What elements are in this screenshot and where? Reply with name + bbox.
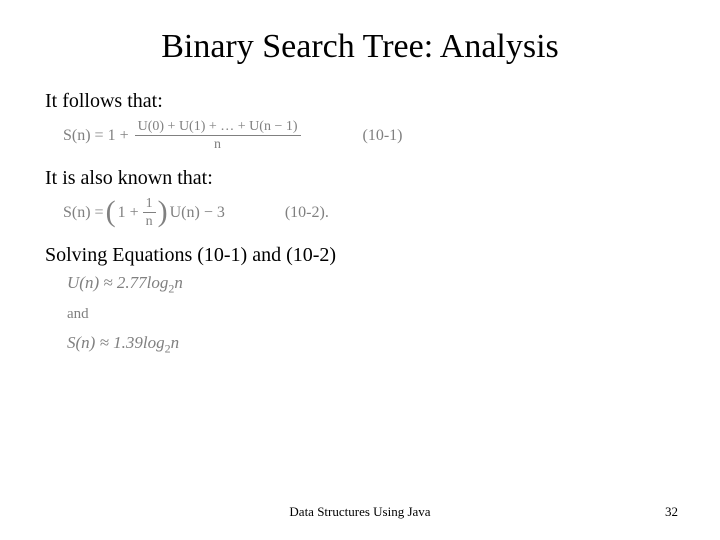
eq2-rparen: ) xyxy=(158,200,168,224)
footer: Data Structures Using Java 32 xyxy=(0,504,720,520)
equation-1-math: S(n) = 1 + U(0) + U(1) + … + U(n − 1) n xyxy=(63,119,303,153)
eq1-numerator: U(0) + U(1) + … + U(n − 1) xyxy=(135,119,301,136)
footer-text: Data Structures Using Java xyxy=(0,504,720,520)
intro-text-1: It follows that: xyxy=(45,90,675,113)
equation-2-math: S(n) = ( 1 + 1 n ) U(n) − 3 xyxy=(63,196,225,230)
slide: Binary Search Tree: Analysis It follows … xyxy=(0,0,720,540)
eq1-lhs: S(n) = 1 + xyxy=(63,127,129,145)
eq1-fraction: U(0) + U(1) + … + U(n − 1) n xyxy=(135,119,301,153)
eq2-lhs: S(n) = xyxy=(63,204,104,222)
eq2-inner-pre: 1 + xyxy=(118,204,139,222)
result-1: U(n) ≈ 2.77log2n xyxy=(67,273,675,296)
eq1-label: (10-1) xyxy=(363,127,403,145)
eq2-numerator: 1 xyxy=(143,196,156,213)
page-title: Binary Search Tree: Analysis xyxy=(45,28,675,66)
eq2-fraction: 1 n xyxy=(143,196,156,230)
intro-text-2: It is also known that: xyxy=(45,167,675,190)
eq2-denominator: n xyxy=(143,213,156,229)
equation-2: S(n) = ( 1 + 1 n ) U(n) − 3 (10-2). xyxy=(63,196,675,230)
eq1-denominator: n xyxy=(211,136,224,152)
eq2-lparen: ( xyxy=(106,200,116,224)
page-number: 32 xyxy=(665,504,678,520)
eq2-rhs: U(n) − 3 xyxy=(170,204,225,222)
result2-pre: S(n) ≈ 1.39log xyxy=(67,333,165,352)
result1-pre: U(n) ≈ 2.77log xyxy=(67,273,168,292)
eq2-label: (10-2). xyxy=(285,204,329,222)
result2-post: n xyxy=(171,333,180,352)
intro-text-3: Solving Equations (10-1) and (10-2) xyxy=(45,244,675,267)
and-word: and xyxy=(67,306,675,323)
result-2: S(n) ≈ 1.39log2n xyxy=(67,333,675,356)
result1-post: n xyxy=(174,273,183,292)
equation-1: S(n) = 1 + U(0) + U(1) + … + U(n − 1) n … xyxy=(63,119,675,153)
